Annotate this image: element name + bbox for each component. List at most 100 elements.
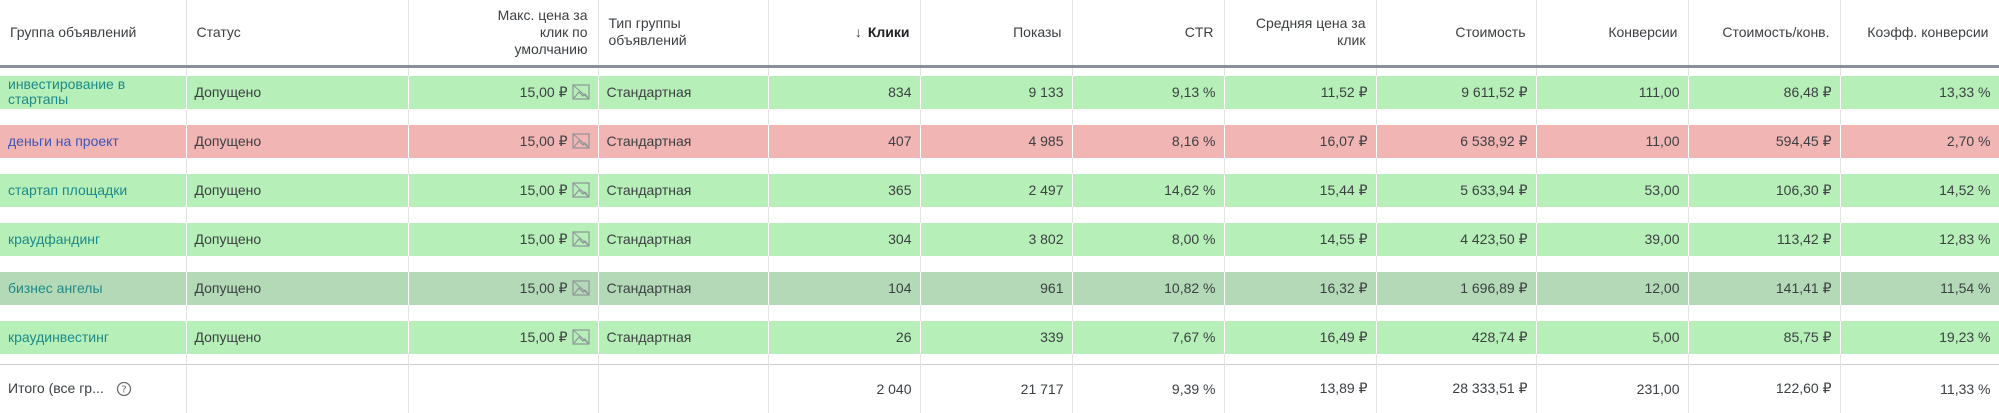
total-avg-cpc: 13,89 ₽ xyxy=(1224,363,1377,413)
ad-group-link[interactable]: инвестирование в стартапы xyxy=(8,76,126,107)
status-cell: Допущено xyxy=(186,124,409,158)
impressions-cell: 9 133 xyxy=(920,75,1073,109)
cost-cell: 6 538,92 ₽ xyxy=(1376,124,1537,158)
ad-group-name-cell: краудфандинг xyxy=(0,222,187,256)
clicks-cell: 26 xyxy=(768,320,921,354)
impressions-cell: 4 985 xyxy=(920,124,1073,158)
image-edit-icon[interactable] xyxy=(571,133,590,149)
column-header-avg-cpc[interactable]: Средняя цена за клик xyxy=(1224,0,1377,68)
ad-group-type-cell: Стандартная xyxy=(598,271,769,305)
image-edit-icon[interactable] xyxy=(571,231,590,247)
ad-group-type-cell: Стандартная xyxy=(598,320,769,354)
ad-group-type-cell: Стандартная xyxy=(598,222,769,256)
avg-cpc-cell: 16,49 ₽ xyxy=(1224,320,1377,354)
status-cell: Допущено xyxy=(186,320,409,354)
ad-group-link[interactable]: краудинвестинг xyxy=(8,328,109,345)
ctr-cell: 10,82 % xyxy=(1072,271,1225,305)
total-cost: 28 333,51 ₽ xyxy=(1376,363,1537,413)
table-row: инвестирование в стартапы Допущено 15,00 ₽… xyxy=(0,75,1999,109)
column-header-cost-per-conv[interactable]: Стоимость/конв. xyxy=(1688,0,1841,68)
cost-per-conv-cell: 106,30 ₽ xyxy=(1688,173,1841,207)
ctr-cell: 7,67 % xyxy=(1072,320,1225,354)
impressions-cell: 961 xyxy=(920,271,1073,305)
conversions-cell: 11,00 xyxy=(1536,124,1689,158)
status-cell: Допущено xyxy=(186,222,409,256)
avg-cpc-cell: 14,55 ₽ xyxy=(1224,222,1377,256)
column-header-ctr[interactable]: CTR xyxy=(1072,0,1225,68)
ad-group-link[interactable]: стартап площадки xyxy=(8,181,128,198)
max-cpc-cell: 15,00 ₽ xyxy=(408,320,599,354)
max-cpc-value[interactable]: 15,00 ₽ xyxy=(519,83,568,100)
table-row: бизнес ангелы Допущено 15,00 ₽ Стандартная 1… xyxy=(0,271,1999,305)
ad-group-name-cell: бизнес ангелы xyxy=(0,271,187,305)
max-cpc-cell: 15,00 ₽ xyxy=(408,124,599,158)
ad-group-link[interactable]: деньги на проект xyxy=(8,132,119,149)
column-header-conversions[interactable]: Конверсии xyxy=(1536,0,1689,68)
cost-cell: 5 633,94 ₽ xyxy=(1376,173,1537,207)
max-cpc-cell: 15,00 ₽ xyxy=(408,75,599,109)
max-cpc-value[interactable]: 15,00 ₽ xyxy=(519,328,568,345)
avg-cpc-cell: 16,07 ₽ xyxy=(1224,124,1377,158)
column-header-impressions[interactable]: Показы xyxy=(920,0,1073,68)
help-circle-icon[interactable]: ? xyxy=(116,381,132,397)
clicks-cell: 407 xyxy=(768,124,921,158)
status-cell: Допущено xyxy=(186,75,409,109)
conv-rate-cell: 19,23 % xyxy=(1840,320,1999,354)
image-edit-icon[interactable] xyxy=(571,84,590,100)
image-edit-icon[interactable] xyxy=(571,280,590,296)
column-header-ad-group-type[interactable]: Тип группы объявлений xyxy=(598,0,769,68)
conversions-cell: 12,00 xyxy=(1536,271,1689,305)
conv-rate-cell: 13,33 % xyxy=(1840,75,1999,109)
column-header-cost[interactable]: Стоимость xyxy=(1376,0,1537,68)
avg-cpc-cell: 11,52 ₽ xyxy=(1224,75,1377,109)
column-header-clicks[interactable]: ↓ Клики xyxy=(768,0,921,68)
conversions-cell: 111,00 xyxy=(1536,75,1689,109)
max-cpc-value[interactable]: 15,00 ₽ xyxy=(519,230,568,247)
ad-group-type-cell: Стандартная xyxy=(598,173,769,207)
cost-cell: 1 696,89 ₽ xyxy=(1376,271,1537,305)
max-cpc-cell: 15,00 ₽ xyxy=(408,222,599,256)
column-header-ad-group[interactable]: Группа объявлений xyxy=(0,0,187,68)
table-row: деньги на проект Допущено 15,00 ₽ Стандартн… xyxy=(0,124,1999,158)
image-edit-icon[interactable] xyxy=(571,329,590,345)
table-body: инвестирование в стартапы Допущено 15,00 ₽… xyxy=(0,66,1999,364)
ad-group-name-cell: инвестирование в стартапы xyxy=(0,75,187,109)
ad-group-name-cell: деньги на проект xyxy=(0,124,187,158)
total-label: Итого (все гр... xyxy=(8,380,104,397)
conv-rate-cell: 14,52 % xyxy=(1840,173,1999,207)
column-header-max-cpc[interactable]: Макс. цена за клик по умолчанию xyxy=(408,0,599,68)
ad-group-link[interactable]: бизнес ангелы xyxy=(8,279,103,296)
total-conv-rate: 11,33 % xyxy=(1840,363,1999,413)
clicks-cell: 104 xyxy=(768,271,921,305)
conv-rate-cell: 12,83 % xyxy=(1840,222,1999,256)
column-header-status[interactable]: Статус xyxy=(186,0,409,68)
status-cell: Допущено xyxy=(186,173,409,207)
max-cpc-value[interactable]: 15,00 ₽ xyxy=(519,181,568,198)
table-row: краудфандинг Допущено 15,00 ₽ Стандартная 30… xyxy=(0,222,1999,256)
cost-cell: 4 423,50 ₽ xyxy=(1376,222,1537,256)
max-cpc-value[interactable]: 15,00 ₽ xyxy=(519,132,568,149)
ad-group-link[interactable]: краудфандинг xyxy=(8,230,101,247)
conv-rate-cell: 2,70 % xyxy=(1840,124,1999,158)
column-header-conv-rate[interactable]: Коэфф. конверсии xyxy=(1840,0,1999,68)
ctr-cell: 14,62 % xyxy=(1072,173,1225,207)
cost-cell: 9 611,52 ₽ xyxy=(1376,75,1537,109)
impressions-cell: 339 xyxy=(920,320,1073,354)
clicks-cell: 365 xyxy=(768,173,921,207)
avg-cpc-cell: 16,32 ₽ xyxy=(1224,271,1377,305)
total-cost-per-conv: 122,60 ₽ xyxy=(1688,363,1841,413)
total-label-cell: Итого (все гр...? xyxy=(0,363,187,413)
conversions-cell: 39,00 xyxy=(1536,222,1689,256)
max-cpc-cell: 15,00 ₽ xyxy=(408,271,599,305)
avg-cpc-cell: 15,44 ₽ xyxy=(1224,173,1377,207)
cost-per-conv-cell: 594,45 ₽ xyxy=(1688,124,1841,158)
ctr-cell: 8,00 % xyxy=(1072,222,1225,256)
ad-group-name-cell: краудинвестинг xyxy=(0,320,187,354)
conversions-cell: 53,00 xyxy=(1536,173,1689,207)
ctr-cell: 8,16 % xyxy=(1072,124,1225,158)
impressions-cell: 3 802 xyxy=(920,222,1073,256)
ad-group-name-cell: стартап площадки xyxy=(0,173,187,207)
max-cpc-cell: 15,00 ₽ xyxy=(408,173,599,207)
max-cpc-value[interactable]: 15,00 ₽ xyxy=(519,279,568,296)
image-edit-icon[interactable] xyxy=(571,182,590,198)
